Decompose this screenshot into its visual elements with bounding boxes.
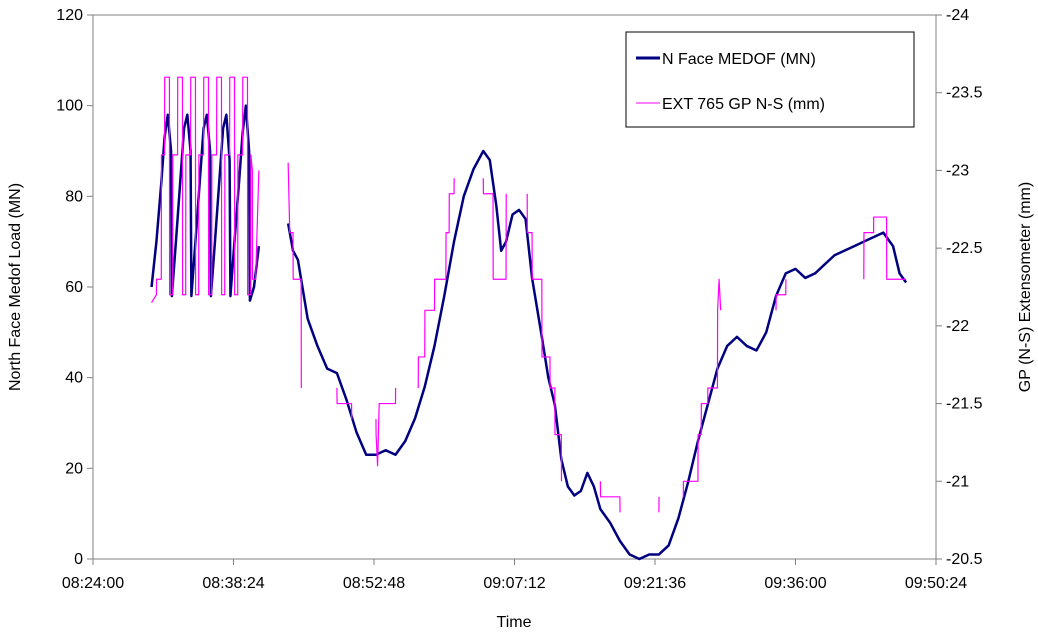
left-y-tick-label: 100 [56, 98, 83, 115]
x-axis-title: Time [497, 614, 532, 631]
right-y-tick-label: -22 [946, 318, 969, 335]
left-y-axis-title: North Face Medof Load (MN) [7, 183, 24, 391]
left-y-tick-label: 20 [65, 460, 83, 477]
left-y-axis: 0 20 40 60 80 100 120 [56, 7, 93, 568]
left-y-tick-label: 120 [56, 7, 83, 24]
x-tick-label: 09:50:24 [905, 575, 967, 592]
left-y-tick-label: 60 [65, 279, 83, 296]
right-y-axis: -20.5 -21 -21.5 -22 -22.5 -23 -23.5 -24 [936, 7, 983, 568]
x-tick-label: 08:24:00 [62, 575, 124, 592]
legend-label-extensometer: EXT 765 GP N-S (mm) [662, 96, 825, 113]
right-y-tick-label: -24 [946, 7, 969, 24]
right-y-tick-label: -20.5 [946, 551, 983, 568]
x-tick-label: 09:07:12 [483, 575, 545, 592]
x-tick-label: 09:36:00 [764, 575, 826, 592]
series-layer [150, 76, 908, 561]
right-y-axis-title: GP (N-S) Extensometer (mm) [1017, 182, 1034, 392]
legend-box [625, 31, 915, 128]
series-line-medof [150, 104, 908, 561]
legend-label-medof: N Face MEDOF (MN) [662, 51, 816, 68]
series-line-extensometer [151, 76, 907, 513]
left-y-tick-label: 0 [74, 551, 83, 568]
right-y-tick-label: -22.5 [946, 240, 983, 257]
x-axis: 08:24:00 08:38:24 08:52:48 09:07:12 09:21:36… [62, 559, 967, 592]
x-tick-label: 08:52:48 [343, 575, 405, 592]
left-y-tick-label: 80 [65, 188, 83, 205]
right-y-tick-label: -23 [946, 162, 969, 179]
left-y-tick-label: 40 [65, 370, 83, 387]
right-y-tick-label: -23.5 [946, 85, 983, 102]
legend: N Face MEDOF (MN) EXT 765 GP N-S (mm) [625, 31, 915, 128]
x-tick-label: 09:21:36 [624, 575, 686, 592]
right-y-tick-label: -21.5 [946, 396, 983, 413]
x-tick-label: 08:38:24 [202, 575, 264, 592]
right-y-tick-label: -21 [946, 473, 969, 490]
